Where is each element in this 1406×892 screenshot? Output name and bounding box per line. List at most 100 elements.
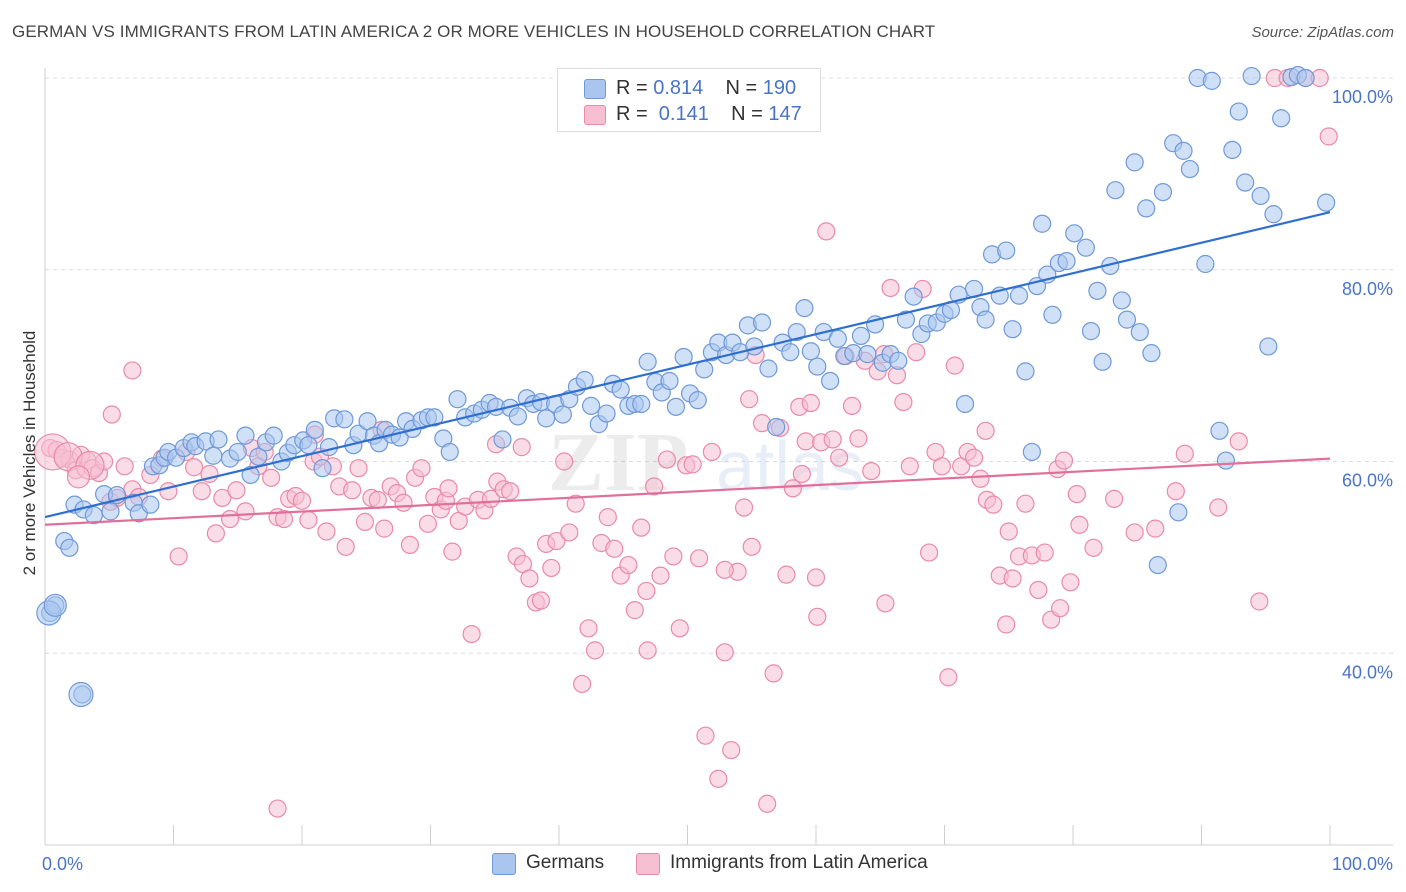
germans-point (1057, 252, 1076, 271)
germans-point (249, 447, 268, 466)
germans-point (209, 430, 228, 449)
latin-america-point (1166, 482, 1185, 501)
latin-america-point (919, 543, 939, 562)
latin-america-point (644, 477, 664, 496)
latin-america-point (651, 566, 670, 585)
germans-point (632, 394, 651, 414)
latin-america-point (520, 569, 539, 588)
germans-point (1180, 159, 1200, 179)
latin-america-point (808, 607, 827, 626)
latin-america-point (605, 539, 624, 558)
latin-america-point (1061, 573, 1080, 592)
germans-point (1259, 337, 1278, 356)
latin-america-point (531, 591, 551, 610)
source-label: Source: ZipAtlas.com (1251, 24, 1394, 41)
latin-america-point (817, 222, 836, 241)
legend-swatch-germans (492, 853, 516, 875)
latin-america-point (664, 547, 683, 566)
germans-point (597, 404, 616, 423)
latin-america-point (876, 594, 895, 613)
germans-point (976, 310, 995, 329)
latin-america-point (999, 522, 1018, 541)
germans-point (808, 357, 827, 376)
latin-america-point (184, 458, 204, 477)
r-value-germans: 0.814 (653, 77, 704, 99)
latin-america-point (566, 494, 585, 513)
latin-america-point (115, 457, 134, 476)
germans-point (1142, 344, 1161, 363)
germans-point (759, 359, 778, 378)
latin-america-point (412, 459, 431, 478)
latin-america-point (512, 438, 531, 457)
latin-america-point (375, 519, 394, 538)
germans-point (1043, 305, 1062, 324)
latin-america-point (742, 537, 761, 556)
germans-point (858, 345, 877, 364)
germans-point (299, 436, 318, 455)
latin-america-point (783, 479, 802, 498)
latin-america-point (292, 491, 312, 510)
germans-point (1009, 286, 1029, 305)
germans-point (1148, 555, 1167, 575)
latin-america-point (439, 479, 458, 498)
germans-point (1169, 503, 1188, 522)
y-tick-label: 60.0% (1342, 471, 1393, 491)
latin-america-point (236, 502, 255, 521)
latin-america-point (702, 442, 722, 462)
germans-point (1272, 109, 1291, 128)
latin-america-point (274, 509, 294, 529)
latin-america-point (501, 482, 520, 501)
latin-america-point (984, 495, 1003, 514)
legend-label-latin-america: Immigrants from Latin America (670, 852, 928, 873)
germans-point (1106, 181, 1125, 200)
germans-point (955, 394, 975, 414)
latin-america-point (1070, 515, 1089, 534)
germans-point (305, 420, 324, 439)
germans-point (896, 310, 916, 329)
y-tick-label: 80.0% (1342, 279, 1393, 299)
latin-america-point (939, 668, 958, 687)
latin-america-point (945, 356, 964, 375)
legend-label-germans: Germans (526, 852, 605, 873)
latin-america-point (418, 514, 438, 533)
germans-point (1125, 153, 1144, 172)
germans-point (660, 371, 679, 391)
germans-point (1033, 214, 1052, 233)
germans-point (440, 442, 459, 462)
germans-point (264, 426, 283, 445)
latin-america-point (862, 461, 881, 481)
germans-point-large (43, 593, 67, 617)
germans-point (313, 459, 332, 478)
latin-america-point (715, 560, 734, 579)
x-tick-label-min: 0.0% (42, 854, 83, 874)
latin-america-point (400, 535, 420, 555)
germans-point (795, 299, 814, 318)
latin-america-point (722, 740, 741, 760)
germans-point (752, 313, 772, 332)
latin-america-point (900, 457, 919, 476)
latin-america-point (758, 794, 777, 813)
latin-america-point (976, 421, 995, 440)
latin-america-point (907, 343, 926, 362)
latin-america-point (123, 361, 142, 380)
latin-america-point (1003, 569, 1022, 588)
germans-point (1196, 254, 1215, 274)
latin-america-point (1054, 451, 1074, 470)
germans-point (1296, 68, 1315, 88)
latin-america-point (317, 522, 336, 541)
germans-point (1210, 421, 1229, 440)
latin-america-point (734, 498, 754, 517)
latin-america-point (740, 390, 759, 409)
latin-america-point (579, 619, 598, 638)
latin-america-point (220, 509, 240, 529)
latin-america-point (462, 624, 481, 644)
latin-america-point (343, 481, 362, 500)
latin-america-point (997, 615, 1016, 634)
germans-point (508, 407, 527, 426)
germans-point (1236, 173, 1255, 192)
germans-point (553, 405, 572, 424)
latin-america-point (355, 512, 375, 532)
legend-swatch-pink (584, 105, 606, 125)
germans-point (851, 326, 871, 346)
